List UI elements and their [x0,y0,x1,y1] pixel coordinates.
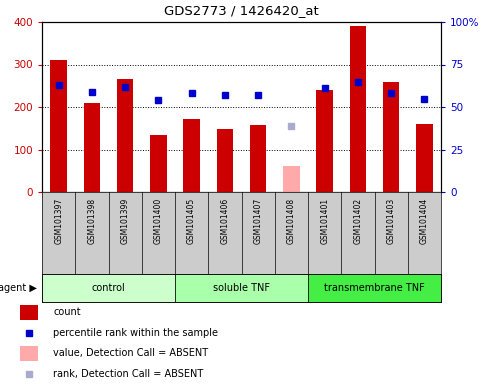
Bar [150,135,167,192]
Bar [350,26,366,192]
Bar [117,79,133,192]
Text: transmembrane TNF: transmembrane TNF [324,283,425,293]
Text: GSM101404: GSM101404 [420,198,429,244]
Text: GSM101406: GSM101406 [220,198,229,244]
Text: GSM101402: GSM101402 [354,198,362,244]
Bar [250,125,267,192]
Bar [50,60,67,192]
Bar [283,166,299,192]
Bar [20,346,38,361]
Text: GDS2773 / 1426420_at: GDS2773 / 1426420_at [164,5,319,18]
Bar [175,274,308,302]
Text: soluble TNF: soluble TNF [213,283,270,293]
Text: GSM101398: GSM101398 [87,198,97,244]
Bar [184,119,200,192]
Bar [84,103,100,192]
Text: percentile rank within the sample: percentile rank within the sample [53,328,218,338]
Bar [416,124,433,192]
Text: GSM101399: GSM101399 [121,198,129,244]
Text: GSM101405: GSM101405 [187,198,196,244]
Text: rank, Detection Call = ABSENT: rank, Detection Call = ABSENT [53,369,203,379]
Bar [308,274,441,302]
Bar [42,274,175,302]
Bar [316,90,333,192]
Text: value, Detection Call = ABSENT: value, Detection Call = ABSENT [53,348,208,358]
Text: control: control [92,283,126,293]
Text: GSM101408: GSM101408 [287,198,296,244]
Bar [383,82,399,192]
Text: GSM101407: GSM101407 [254,198,263,244]
Text: GSM101397: GSM101397 [54,198,63,244]
Text: GSM101400: GSM101400 [154,198,163,244]
Text: count: count [53,307,81,317]
Bar [20,305,38,319]
Text: GSM101403: GSM101403 [386,198,396,244]
Text: agent ▶: agent ▶ [0,283,37,293]
Text: GSM101401: GSM101401 [320,198,329,244]
Bar [216,129,233,192]
